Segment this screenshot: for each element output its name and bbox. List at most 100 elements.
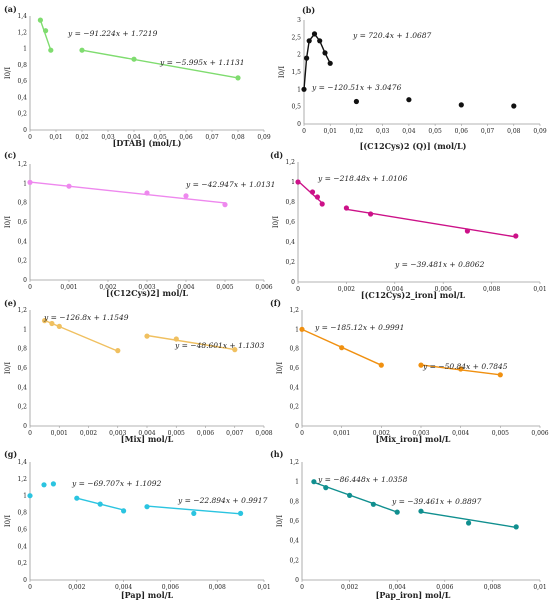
x-tick-label: 0,004 — [115, 584, 132, 591]
data-point-s1 — [306, 38, 312, 44]
data-point-s3 — [144, 504, 150, 510]
panel-label: (a) — [4, 4, 17, 14]
trendline-equation: y = −48.601x + 1.1303 — [174, 341, 265, 350]
y-tick-label: 3 — [297, 17, 301, 24]
panel-label: (e) — [4, 298, 17, 308]
x-tick-label: 0,09 — [533, 128, 547, 135]
y-tick-label: 1 — [295, 479, 299, 486]
y-tick-label: 0,2 — [17, 404, 27, 411]
y-axis-title: I0/I — [4, 67, 12, 80]
y-tick-label: 1,2 — [17, 29, 27, 36]
trendline-equation: y = −185.12x + 0.9991 — [314, 323, 404, 332]
panel-label: (h) — [270, 449, 284, 459]
data-point-s2 — [144, 333, 150, 339]
y-axis-title: I0/I — [276, 362, 284, 375]
chart-panel-h: (h) 0 0,002 0,004 0,006 0,008 0,01 0 0,2 0,4 0,6 0,… — [270, 449, 547, 600]
y-tick-label: 0,6 — [289, 518, 299, 525]
y-tick-label: 1 — [291, 179, 295, 186]
y-tick-label: 0,4 — [17, 543, 27, 550]
data-point-s1 — [327, 60, 333, 66]
data-point-s1 — [27, 493, 33, 499]
x-axis-title: [(C12Cys)2_iron] mol/L — [361, 290, 466, 300]
x-tick-label: 0,006 — [197, 430, 214, 437]
y-tick-label: 0 — [295, 577, 299, 584]
trendline-1 — [44, 319, 119, 352]
trendline-2 — [146, 505, 241, 515]
trendline-1 — [39, 19, 52, 51]
x-tick-label: 0,002 — [341, 584, 358, 591]
data-point-s1 — [144, 190, 150, 196]
y-tick-label: 0 — [297, 121, 301, 128]
y-tick-label: 0,2 — [17, 258, 27, 265]
y-tick-label: 0,4 — [289, 538, 299, 545]
y-tick-label: 0,6 — [285, 219, 295, 226]
y-tick-label: 0,2 — [289, 557, 299, 564]
y-axis-title: I0/I — [4, 216, 12, 229]
data-point-s1 — [309, 189, 316, 195]
data-point-s1 — [43, 28, 49, 34]
y-tick-label: 0 — [23, 127, 27, 134]
data-point-s1 — [37, 17, 44, 23]
data-point-s1 — [311, 31, 318, 37]
x-tick-label: 0 — [28, 134, 32, 141]
x-tick-label: 0,003 — [109, 430, 126, 437]
y-tick-label: 0,6 — [17, 219, 27, 226]
data-point-s1 — [50, 481, 57, 487]
x-tick-label: 0 — [300, 430, 304, 437]
chart-panel-g: (g) 0 0,002 0,004 0,006 0,008 0,01 0 0,2 0,4 0,6 0,… — [4, 449, 271, 600]
data-point-s1 — [299, 326, 305, 332]
data-point-s2 — [418, 508, 424, 514]
y-axis-title: I0/I — [276, 515, 284, 528]
x-tick-label: 0,006 — [162, 584, 179, 591]
x-tick-label: 0,002 — [373, 430, 390, 437]
trendline-2 — [81, 49, 239, 79]
data-point-s1 — [48, 47, 54, 53]
y-tick-label: 1 — [297, 86, 301, 93]
x-tick-label: 0,07 — [481, 128, 495, 135]
panel-label: (g) — [4, 449, 17, 459]
x-tick-label: 0,07 — [205, 134, 219, 141]
data-point-s1 — [406, 97, 412, 103]
data-point-s2 — [232, 347, 238, 353]
x-tick-label: 0,02 — [350, 128, 364, 135]
x-tick-label: 0,04 — [402, 128, 416, 135]
panel-label: (f) — [270, 298, 281, 308]
data-point-s2 — [121, 508, 127, 514]
x-tick-label: 0,01 — [533, 584, 546, 591]
x-tick-label: 0,06 — [179, 134, 193, 141]
y-tick-label: 0,4 — [17, 384, 27, 391]
x-tick-label: 0 — [296, 286, 300, 293]
y-tick-label: 1,2 — [285, 159, 295, 166]
trendline-equation: y = −50.84x + 0.7845 — [422, 362, 508, 371]
y-tick-label: 0,2 — [289, 404, 299, 411]
data-point-s1 — [115, 348, 121, 354]
y-axis-title: I0/I — [278, 66, 286, 79]
data-point-s2 — [131, 56, 137, 62]
data-point-s2 — [368, 211, 374, 217]
x-tick-label: 0,06 — [455, 128, 469, 135]
chart-panel-a: (a) 0 0,01 0,02 0,03 0,04 0,05 0,06 0,07 0,08 0,09… — [4, 4, 271, 148]
x-tick-label: 0,006 — [531, 430, 548, 437]
data-point-s1 — [66, 183, 72, 189]
x-axis-title: [Pap_iron] mol/L — [376, 590, 451, 600]
data-point-s1 — [56, 323, 62, 329]
x-tick-label: 0,005 — [216, 284, 233, 291]
y-tick-label: 1,4 — [17, 459, 27, 466]
data-point-s1 — [41, 482, 47, 488]
x-tick-label: 0,004 — [386, 286, 403, 293]
x-tick-label: 0,002 — [99, 284, 116, 291]
data-point-s2 — [497, 372, 503, 378]
data-point-s1 — [370, 501, 376, 507]
x-tick-label: 0 — [28, 430, 32, 437]
x-tick-label: 0,004 — [389, 584, 406, 591]
x-tick-label: 0,01 — [533, 286, 546, 293]
x-tick-label: 0,006 — [436, 584, 453, 591]
data-point-s2 — [235, 75, 241, 81]
y-tick-label: 1,2 — [289, 459, 299, 466]
y-axis-title: I0/I — [272, 216, 280, 229]
x-tick-label: 0,006 — [255, 284, 272, 291]
x-tick-label: 0,003 — [412, 430, 429, 437]
y-tick-label: 0,2 — [285, 259, 295, 266]
y-tick-label: 0,4 — [17, 238, 27, 245]
data-point-s2 — [74, 495, 80, 501]
